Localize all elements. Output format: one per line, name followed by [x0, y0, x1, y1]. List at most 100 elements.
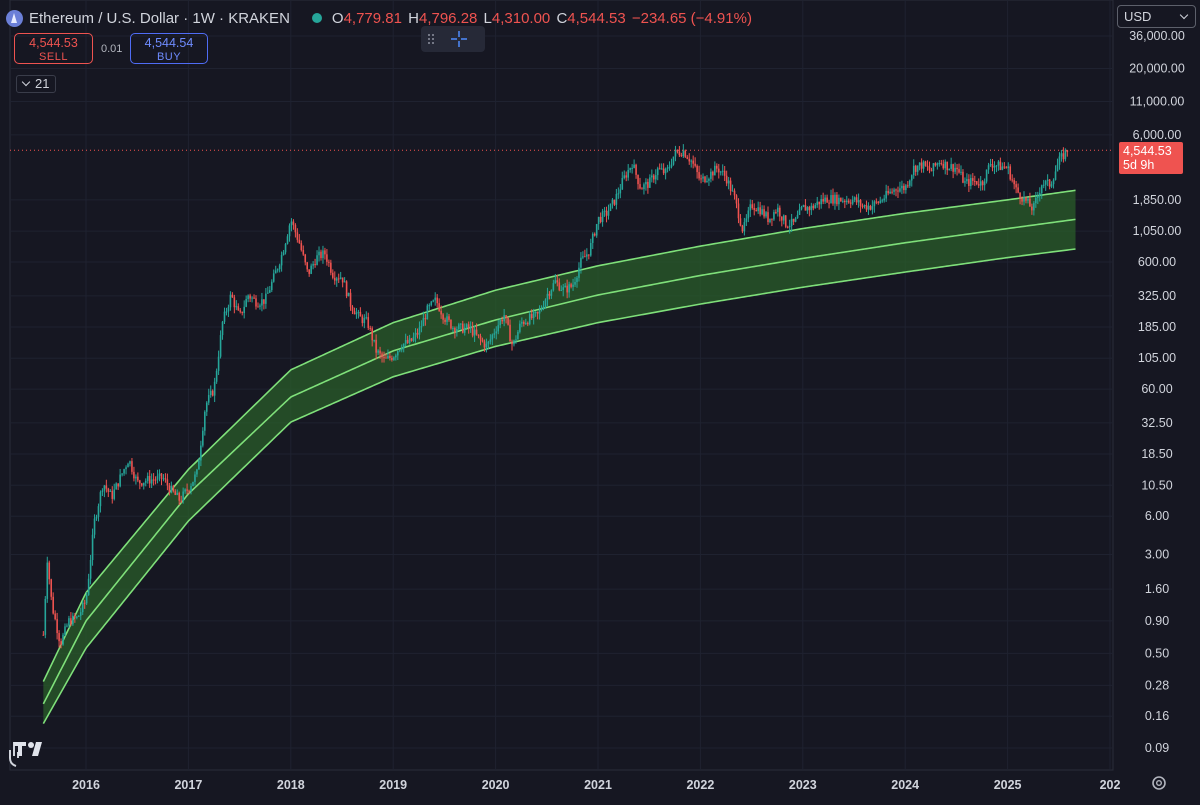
- candle-body: [318, 251, 320, 256]
- candle-body: [200, 445, 202, 461]
- buy-button[interactable]: 4,544.54 BUY: [130, 33, 208, 64]
- drag-handle-icon[interactable]: [427, 33, 435, 45]
- candle-body: [469, 326, 472, 329]
- candle-body: [81, 602, 84, 613]
- candle-body: [914, 165, 917, 172]
- candle-body: [729, 180, 732, 192]
- candle-body: [566, 285, 568, 293]
- candle-body: [759, 207, 761, 215]
- candle-body: [816, 201, 819, 205]
- sell-button[interactable]: 4,544.53 SELL: [14, 33, 93, 64]
- candle-body: [1064, 150, 1067, 160]
- candle-body: [668, 166, 671, 168]
- candle-body: [241, 311, 244, 314]
- candle-body: [550, 290, 553, 296]
- candle-body: [688, 158, 691, 162]
- time-tick-label: 2021: [584, 778, 612, 792]
- sell-label: SELL: [39, 51, 68, 63]
- candle-body: [489, 339, 492, 342]
- candle-body: [526, 322, 529, 325]
- open-label: O: [331, 9, 344, 27]
- candle-body: [651, 175, 653, 178]
- candle-body: [103, 485, 106, 491]
- candle-body: [442, 314, 444, 320]
- currency-value: USD: [1124, 9, 1152, 24]
- candle-body: [60, 641, 62, 645]
- candle-body: [674, 149, 677, 157]
- candle-body: [806, 207, 809, 211]
- candle-body: [995, 165, 998, 167]
- candle-body: [875, 201, 878, 203]
- candle-body: [111, 490, 114, 499]
- candle-body: [479, 335, 482, 340]
- candle-body: [918, 162, 921, 166]
- candle-body: [903, 185, 905, 191]
- candle-body: [221, 321, 224, 336]
- price-tick-label: 1.60: [1145, 582, 1169, 596]
- candle-body: [820, 199, 822, 205]
- time-tick-label: 2016: [72, 778, 100, 792]
- candle-body: [99, 492, 102, 507]
- candle-body: [905, 185, 907, 191]
- candle-body: [757, 207, 759, 212]
- chevron-down-icon: [21, 77, 31, 87]
- time-tick-label: 2018: [277, 778, 305, 792]
- crosshair-icon[interactable]: [451, 31, 467, 47]
- candle-body: [270, 281, 273, 291]
- candle-body: [1021, 198, 1023, 202]
- drawing-toolbar[interactable]: [421, 26, 485, 52]
- candle-body: [379, 350, 381, 354]
- settings-gear-icon[interactable]: [1150, 774, 1168, 792]
- price-tick-label: 6.00: [1145, 509, 1169, 523]
- candle-body: [940, 163, 943, 165]
- candle-body: [396, 351, 399, 356]
- candle-body: [1029, 198, 1031, 207]
- price-axis[interactable]: 36,000.00 20,000.00 11,000.00 6,000.00 1,850…: [1129, 29, 1185, 755]
- candle-body: [631, 167, 633, 169]
- candle-body: [139, 480, 141, 484]
- candle-body: [849, 202, 852, 204]
- symbol-title[interactable]: Ethereum / U.S. Dollar · 1W · KRAKEN: [29, 9, 290, 27]
- indicator-toggle-button[interactable]: 21: [16, 75, 56, 93]
- candle-body: [458, 324, 460, 330]
- candle-body: [912, 165, 915, 176]
- candle-body: [461, 323, 464, 333]
- candle-body: [708, 178, 710, 181]
- candle-body: [428, 305, 431, 307]
- candle-body: [182, 491, 184, 502]
- buy-price: 4,544.54: [144, 36, 194, 50]
- candle-body: [438, 303, 440, 311]
- candle-body: [578, 267, 580, 278]
- candle-body: [375, 339, 377, 353]
- candle-body: [938, 163, 941, 165]
- band-upper-line: [42, 189, 1076, 682]
- candle-body: [300, 243, 303, 251]
- candle-body: [656, 168, 659, 176]
- currency-select[interactable]: USD: [1117, 5, 1196, 28]
- candle-body: [932, 163, 935, 172]
- candle-body: [973, 180, 976, 182]
- candle-body: [263, 299, 265, 304]
- candle-body: [716, 165, 718, 169]
- candle-body: [629, 168, 631, 170]
- candle-body: [70, 618, 72, 625]
- time-axis[interactable]: 2016 2017 2018 2019 2020 2021 2022 2023 2024 2025…: [72, 778, 1120, 792]
- candle-body: [601, 211, 604, 222]
- candle-body: [623, 175, 626, 179]
- candle-body: [954, 167, 956, 172]
- price-tick-label: 325.00: [1138, 289, 1176, 303]
- candle-body: [485, 343, 488, 348]
- candle-body: [950, 164, 952, 169]
- candle-body: [989, 164, 992, 166]
- candle-body: [993, 166, 996, 168]
- candle-body: [410, 338, 413, 341]
- candle-body: [666, 167, 669, 169]
- candle-body: [582, 256, 584, 258]
- candle-body: [463, 327, 466, 333]
- candle-body: [698, 172, 700, 179]
- candle-body: [530, 314, 533, 319]
- candle-body: [962, 171, 964, 183]
- candle-body: [956, 167, 958, 170]
- candle-body: [357, 311, 360, 313]
